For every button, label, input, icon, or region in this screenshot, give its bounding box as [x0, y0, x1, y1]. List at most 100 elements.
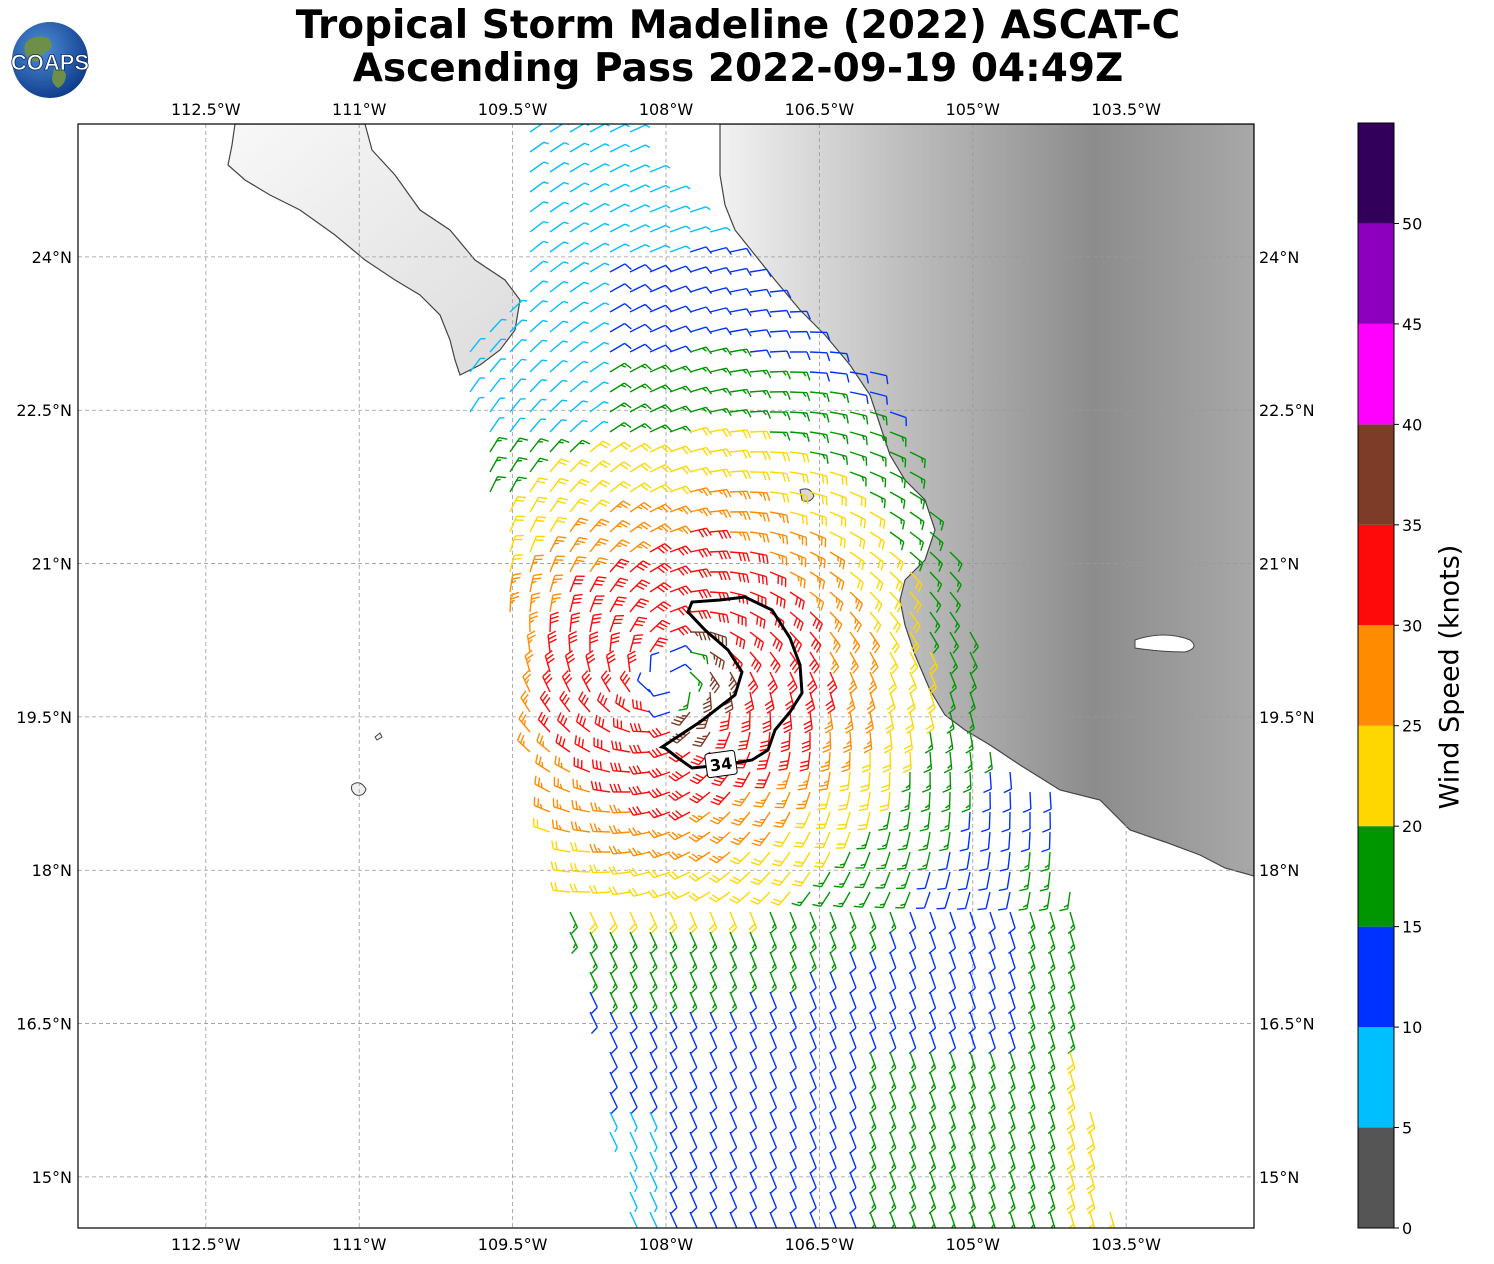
wind-barb: [1027, 1191, 1036, 1215]
wind-barb: [689, 951, 698, 975]
wind-barb: [789, 1051, 797, 1075]
wind-barb: [609, 143, 630, 153]
colorbar-tick-label: 50: [1402, 214, 1422, 233]
wind-barb: [529, 592, 541, 613]
wind-barb: [869, 531, 885, 550]
wind-barb: [729, 871, 751, 885]
wind-barb: [909, 511, 925, 531]
wind-barb: [729, 891, 751, 904]
wind-barb: [901, 771, 911, 793]
wind-barb: [869, 611, 882, 633]
wind-barb: [869, 451, 887, 467]
wind-barb: [549, 300, 569, 313]
wind-barb: [794, 811, 811, 829]
wind-barb: [1059, 891, 1071, 912]
lat-tick-left: 21°N: [32, 555, 72, 574]
wind-barb: [647, 710, 671, 718]
wind-barb: [829, 651, 840, 674]
lat-tick-left: 18°N: [32, 861, 72, 880]
wind-barb: [549, 340, 569, 353]
wind-barb: [844, 711, 854, 734]
wind-barb: [999, 851, 1011, 872]
wind-barb: [689, 507, 712, 517]
wind-barb: [769, 350, 792, 360]
wind-barb: [1066, 1071, 1076, 1095]
wind-barb: [829, 351, 850, 363]
wind-barb: [833, 891, 851, 908]
wind-barb: [589, 631, 599, 653]
wind-barb: [809, 351, 831, 362]
wind-barb: [509, 319, 528, 333]
wind-barb: [589, 143, 610, 153]
wind-barb: [609, 1131, 618, 1153]
wind-barb: [829, 391, 850, 404]
wind-barb: [789, 1211, 797, 1228]
wind-barb: [809, 551, 826, 569]
wind-barb: [1027, 1071, 1036, 1095]
wind-barb: [773, 811, 791, 828]
lon-tick-bottom: 108°W: [639, 1235, 694, 1254]
wind-barb: [874, 891, 891, 909]
wind-barb: [489, 476, 507, 493]
colorbar-tick-label: 45: [1402, 315, 1422, 334]
colorbar-segment: [1358, 1027, 1394, 1128]
wind-barb: [984, 751, 993, 774]
wind-barb: [896, 851, 911, 870]
wind-barb: [809, 331, 831, 341]
wind-barb: [883, 731, 893, 754]
wind-barb: [689, 568, 712, 579]
wind-barb: [943, 751, 953, 774]
wind-barb: [813, 851, 831, 868]
wind-barb: [1047, 911, 1056, 935]
wind-barb: [629, 204, 651, 213]
wind-barb: [589, 537, 609, 553]
wind-barb: [958, 851, 971, 872]
wind-barb: [949, 571, 962, 593]
wind-barb: [923, 751, 933, 774]
wind-barb: [628, 887, 651, 897]
lon-tick-bottom: 109.5°W: [478, 1235, 548, 1254]
wind-barb: [849, 611, 862, 633]
wind-barb: [549, 241, 569, 253]
wind-barb: [909, 531, 925, 551]
wind-barb: [956, 891, 971, 910]
wind-barb: [629, 1051, 638, 1075]
colorbar-tick-label: 35: [1402, 516, 1422, 535]
wind-barb: [469, 396, 485, 413]
wind-barb: [649, 1091, 658, 1115]
baja-california: [227, 124, 521, 376]
wind-barb: [842, 731, 852, 754]
wind-barb: [961, 791, 971, 813]
wind-barb: [769, 1011, 778, 1035]
wind-barb: [789, 611, 804, 632]
wind-barb: [869, 651, 879, 674]
wind-barb: [1019, 871, 1031, 892]
wind-barb: [609, 632, 621, 653]
wind-barb: [729, 1091, 738, 1115]
wind-barb: [789, 931, 797, 955]
wind-barb: [1086, 1151, 1096, 1174]
wind-barb: [709, 1151, 718, 1175]
wind-barb: [649, 264, 673, 273]
wind-barb: [1027, 951, 1036, 975]
wind-barb: [877, 831, 891, 851]
wind-barb: [629, 383, 652, 393]
wind-barb: [669, 565, 693, 576]
wind-barb: [1019, 851, 1031, 872]
wind-barb: [769, 1171, 778, 1195]
wind-barb: [709, 971, 718, 995]
wind-barb: [609, 223, 630, 233]
wind-barb: [875, 871, 891, 889]
wind-barb: [751, 831, 771, 847]
wind-barb: [647, 727, 671, 739]
wind-barb: [849, 411, 869, 425]
colorbar-segment: [1358, 424, 1394, 525]
colorbar-label: Wind Speed (knots): [1434, 544, 1466, 810]
wind-barb: [609, 480, 632, 493]
wind-barb: [549, 142, 570, 153]
wind-barb: [669, 971, 678, 995]
wind-barb: [649, 424, 673, 433]
wind-barb: [668, 810, 691, 821]
wind-barb: [588, 884, 611, 894]
wind-barb: [905, 711, 915, 734]
